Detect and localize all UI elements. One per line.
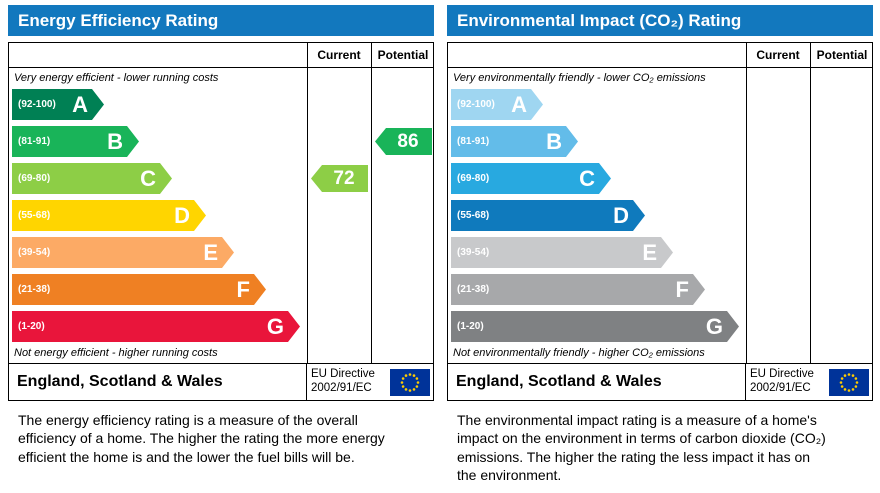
band-range: (81-91) xyxy=(457,136,490,147)
band-c: (69-80) C xyxy=(12,163,172,194)
band-range: (39-54) xyxy=(18,247,51,258)
band-row: (21-38) F xyxy=(448,271,872,308)
band-f: (21-38) F xyxy=(451,274,705,305)
environmental-impact-title-bar: Environmental Impact (CO₂) Rating xyxy=(447,5,873,36)
energy-efficiency-title-bar: Energy Efficiency Rating xyxy=(8,5,434,36)
column-header-row: Current Potential xyxy=(448,43,872,68)
region-label: England, Scotland & Wales xyxy=(17,373,223,390)
eu-flag-icon xyxy=(390,368,430,396)
band-e: (39-54) E xyxy=(451,237,673,268)
band-row: (39-54) E xyxy=(448,234,872,271)
band-f: (21-38) F xyxy=(12,274,266,305)
band-letter: A xyxy=(72,91,88,117)
environmental-impact-description: The environmental impact rating is a mea… xyxy=(457,412,826,484)
band-letter: G xyxy=(266,313,284,339)
eu-directive-line1: EU Directive xyxy=(311,368,375,381)
eu-directive-section: EU Directive 2002/91/EC xyxy=(745,364,872,400)
eu-directive-line1: EU Directive xyxy=(750,368,814,381)
top-note: Very energy efficient - lower running co… xyxy=(14,72,219,84)
potential-column-header: Potential xyxy=(377,48,429,62)
band-e: (39-54) E xyxy=(12,237,234,268)
eu-directive-label: EU Directive 2002/91/EC xyxy=(750,368,824,396)
band-range: (92-100) xyxy=(457,99,495,110)
bottom-note: Not environmentally friendly - higher CO… xyxy=(453,347,705,359)
band-range: (1-20) xyxy=(457,321,484,332)
band-g: (1-20) G xyxy=(12,311,300,342)
band-letter: A xyxy=(511,91,527,117)
column-divider xyxy=(810,43,811,363)
band-row: (39-54) E xyxy=(9,234,433,271)
column-header-row: Current Potential xyxy=(9,43,433,68)
chart-footer: England, Scotland & Wales EU Directive 2… xyxy=(448,363,872,400)
eu-directive-section: EU Directive 2002/91/EC xyxy=(306,364,433,400)
band-letter: D xyxy=(613,202,629,228)
band-range: (81-91) xyxy=(18,136,51,147)
band-b: (81-91) B xyxy=(12,126,139,157)
band-range: (69-80) xyxy=(18,173,51,184)
potential-column-header: Potential xyxy=(816,48,868,62)
band-letter: F xyxy=(675,276,689,302)
panel-title: Energy Efficiency Rating xyxy=(18,10,219,30)
current-rating-value: 72 xyxy=(333,167,355,189)
band-c: (69-80) C xyxy=(451,163,611,194)
band-a: (92-100) A xyxy=(451,89,543,120)
eu-directive-label: EU Directive 2002/91/EC xyxy=(311,368,385,396)
band-range: (69-80) xyxy=(457,173,490,184)
column-divider xyxy=(371,43,372,363)
band-row: (1-20) G xyxy=(448,308,872,345)
band-row: (1-20) G xyxy=(9,308,433,345)
energy-efficiency-chart: Current Potential Very energy efficient … xyxy=(8,42,434,401)
eu-directive-line2: 2002/91/EC xyxy=(311,382,372,394)
band-range: (55-68) xyxy=(457,210,490,221)
band-row: (55-68) D xyxy=(448,197,872,234)
current-column-header: Current xyxy=(756,48,800,62)
band-letter: G xyxy=(705,313,723,339)
band-g: (1-20) G xyxy=(451,311,739,342)
band-b: (81-91) B xyxy=(451,126,578,157)
band-letter: E xyxy=(203,239,218,265)
top-note: Very environmentally friendly - lower CO… xyxy=(453,72,706,84)
band-range: (92-100) xyxy=(18,99,56,110)
band-row: (92-100) A xyxy=(9,86,433,123)
band-row: (92-100) A xyxy=(448,86,872,123)
band-letter: C xyxy=(579,165,595,191)
band-d: (55-68) D xyxy=(451,200,645,231)
band-row: (81-91) B xyxy=(448,123,872,160)
band-letter: B xyxy=(107,128,123,154)
potential-rating-value: 86 xyxy=(397,130,419,152)
eu-directive-line2: 2002/91/EC xyxy=(750,382,811,394)
environmental-impact-chart: Current Potential Very environmentally f… xyxy=(447,42,873,401)
band-row: (69-80) C xyxy=(448,160,872,197)
eu-flag-icon xyxy=(829,368,869,396)
band-row: (55-68) D xyxy=(9,197,433,234)
energy-efficiency-panel: Energy Efficiency Rating Current Potenti… xyxy=(8,5,434,485)
band-range: (21-38) xyxy=(457,284,490,295)
band-row: (21-38) F xyxy=(9,271,433,308)
band-d: (55-68) D xyxy=(12,200,206,231)
band-letter: F xyxy=(236,276,250,302)
current-rating-indicator: 72 xyxy=(311,165,368,192)
band-range: (1-20) xyxy=(18,321,45,332)
column-divider xyxy=(307,43,308,363)
current-column-header: Current xyxy=(317,48,361,62)
band-letter: E xyxy=(642,239,657,265)
band-row: (81-91) B xyxy=(9,123,433,160)
band-letter: D xyxy=(174,202,190,228)
panel-title: Environmental Impact (CO₂) Rating xyxy=(457,10,742,30)
band-row: (69-80) C xyxy=(9,160,433,197)
band-letter: C xyxy=(140,165,156,191)
energy-efficiency-description: The energy efficiency rating is a measur… xyxy=(18,412,385,465)
band-letter: B xyxy=(546,128,562,154)
bottom-note: Not energy efficient - higher running co… xyxy=(14,347,218,359)
potential-rating-indicator: 86 xyxy=(375,128,432,155)
band-a: (92-100) A xyxy=(12,89,104,120)
band-range: (55-68) xyxy=(18,210,51,221)
environmental-impact-panel: Environmental Impact (CO₂) Rating Curren… xyxy=(447,5,873,485)
column-divider xyxy=(746,43,747,363)
chart-footer: England, Scotland & Wales EU Directive 2… xyxy=(9,363,433,400)
band-range: (21-38) xyxy=(18,284,51,295)
band-range: (39-54) xyxy=(457,247,490,258)
region-label: England, Scotland & Wales xyxy=(456,373,662,390)
